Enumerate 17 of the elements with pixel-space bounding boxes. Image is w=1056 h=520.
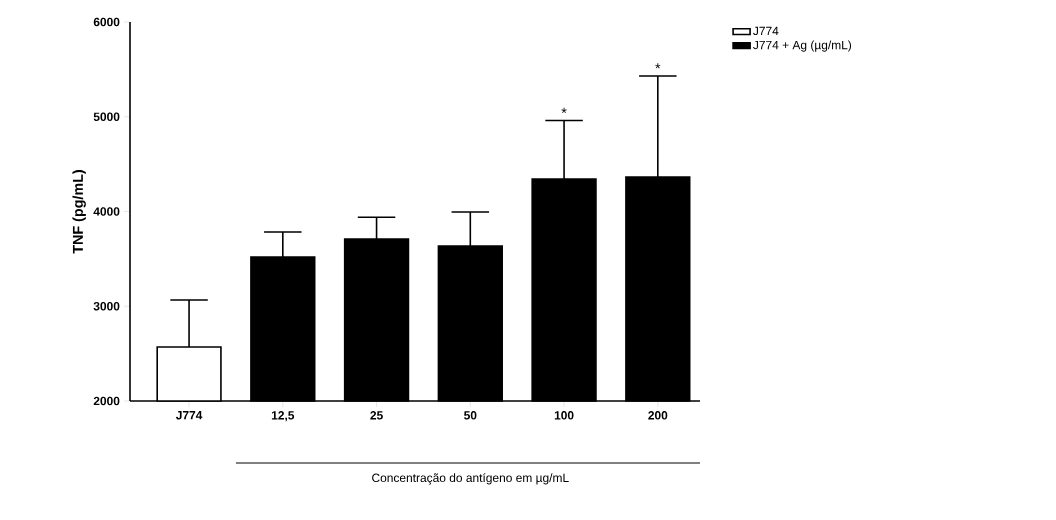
- x-tick-label: 12,5: [271, 411, 295, 422]
- y-tick-label: 4000: [93, 207, 120, 216]
- x-tick-label: 200: [648, 411, 668, 420]
- y-axis-title: TNF (pg/mL): [72, 169, 86, 254]
- legend-label: J774 + Ag (µg/mL): [753, 40, 852, 52]
- x-axis-title: Concentração do antígeno em µg/mL: [372, 473, 569, 485]
- annotation: *: [655, 63, 661, 69]
- y-tick-label: 5000: [93, 112, 120, 121]
- x-tick-label: 25: [370, 411, 383, 420]
- y-tick-label: 3000: [93, 302, 120, 311]
- x-tick-label: J774: [175, 411, 203, 420]
- y-tick-label: 6000: [93, 17, 120, 27]
- x-tick-label: 100: [554, 411, 574, 420]
- x-tick-label: 50: [464, 411, 477, 420]
- legend-label: J774: [753, 26, 779, 36]
- annotation: *: [561, 107, 567, 113]
- y-tick-label: 2000: [93, 396, 120, 406]
